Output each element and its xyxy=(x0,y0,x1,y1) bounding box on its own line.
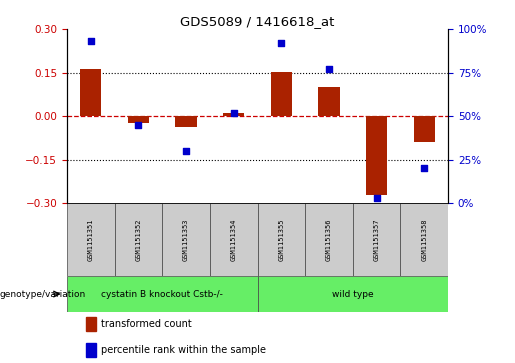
Point xyxy=(182,148,190,154)
Text: GSM1151353: GSM1151353 xyxy=(183,218,189,261)
Bar xyxy=(86,343,96,357)
Text: GSM1151354: GSM1151354 xyxy=(231,218,237,261)
Text: wild type: wild type xyxy=(332,290,373,298)
Bar xyxy=(353,203,401,276)
Bar xyxy=(258,276,448,312)
Bar xyxy=(258,203,305,276)
Text: GSM1151357: GSM1151357 xyxy=(373,218,380,261)
Point xyxy=(230,110,238,115)
Point xyxy=(87,38,95,44)
Point xyxy=(277,40,285,46)
Bar xyxy=(223,113,245,116)
Bar xyxy=(86,317,96,331)
Bar xyxy=(305,203,353,276)
Bar xyxy=(175,116,197,127)
Bar xyxy=(67,276,258,312)
Bar xyxy=(114,203,162,276)
Text: GSM1151352: GSM1151352 xyxy=(135,218,142,261)
Bar xyxy=(318,87,340,116)
Bar xyxy=(128,116,149,123)
Bar xyxy=(67,203,115,276)
Point xyxy=(372,195,381,201)
Point xyxy=(134,122,143,128)
Text: transformed count: transformed count xyxy=(101,319,192,329)
Text: cystatin B knockout Cstb-/-: cystatin B knockout Cstb-/- xyxy=(101,290,223,298)
Title: GDS5089 / 1416618_at: GDS5089 / 1416618_at xyxy=(180,15,335,28)
Point xyxy=(420,166,428,171)
Bar xyxy=(401,203,448,276)
Text: GSM1151356: GSM1151356 xyxy=(326,218,332,261)
Text: genotype/variation: genotype/variation xyxy=(0,290,86,298)
Text: percentile rank within the sample: percentile rank within the sample xyxy=(101,345,266,355)
Bar xyxy=(162,203,210,276)
Text: GSM1151351: GSM1151351 xyxy=(88,218,94,261)
Bar xyxy=(414,116,435,142)
Bar xyxy=(270,72,292,116)
Text: GSM1151355: GSM1151355 xyxy=(278,218,284,261)
Text: GSM1151358: GSM1151358 xyxy=(421,218,427,261)
Bar xyxy=(210,203,258,276)
Point xyxy=(325,66,333,72)
Bar xyxy=(80,69,101,116)
Bar xyxy=(366,116,387,195)
